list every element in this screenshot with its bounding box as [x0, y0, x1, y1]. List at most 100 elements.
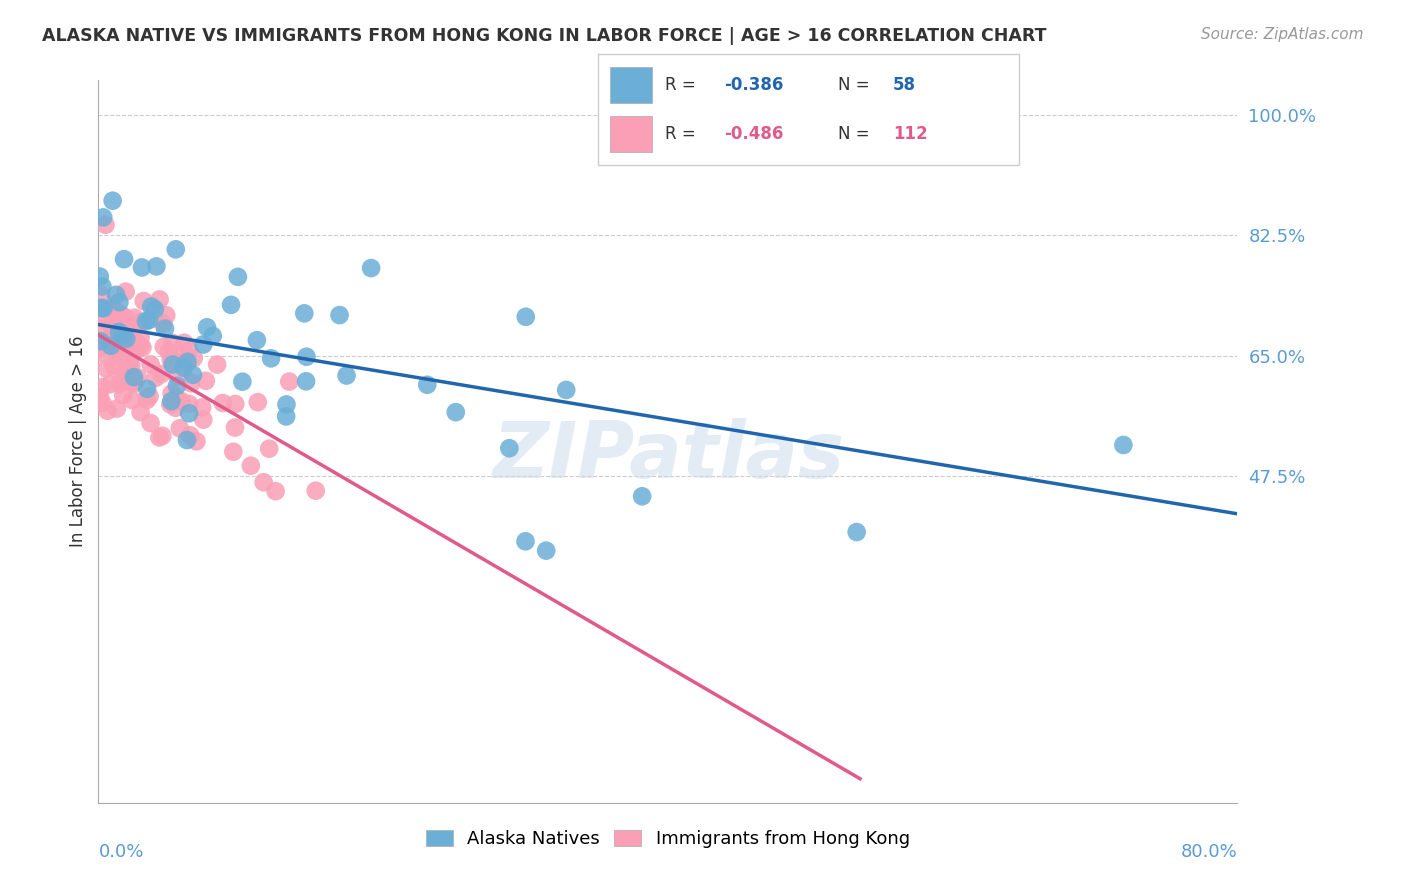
- Point: [195, 320, 218, 334]
- Point: [94, 218, 117, 232]
- Point: [132, 293, 155, 308]
- Point: [118, 318, 141, 333]
- Point: [152, 429, 174, 443]
- Point: [160, 386, 183, 401]
- Point: [91, 211, 114, 225]
- Point: [444, 405, 467, 419]
- Point: [169, 421, 191, 435]
- Point: [114, 330, 136, 344]
- Point: [97, 301, 120, 315]
- Point: [114, 285, 136, 299]
- Point: [120, 341, 142, 355]
- Point: [122, 370, 145, 384]
- Point: [112, 364, 135, 378]
- Text: 112: 112: [893, 125, 928, 143]
- Point: [93, 301, 115, 316]
- Point: [100, 318, 122, 333]
- Point: [127, 337, 149, 351]
- Point: [264, 484, 287, 499]
- Point: [205, 358, 228, 372]
- Text: R =: R =: [665, 125, 702, 143]
- Point: [131, 341, 153, 355]
- Bar: [610, 116, 652, 152]
- Point: [120, 359, 142, 373]
- Point: [131, 260, 153, 275]
- Point: [125, 337, 148, 351]
- Point: [141, 300, 163, 314]
- Point: [105, 329, 128, 343]
- Text: 58: 58: [893, 76, 915, 94]
- Point: [179, 343, 201, 358]
- Point: [145, 371, 167, 385]
- Point: [219, 298, 242, 312]
- Point: [166, 369, 188, 384]
- Bar: [610, 67, 652, 103]
- Point: [139, 416, 162, 430]
- Point: [101, 194, 124, 208]
- Point: [89, 391, 111, 405]
- Point: [159, 397, 181, 411]
- Legend: Alaska Natives, Immigrants from Hong Kong: Alaska Natives, Immigrants from Hong Kon…: [419, 822, 917, 855]
- Point: [278, 375, 301, 389]
- Point: [143, 302, 166, 317]
- Point: [138, 313, 160, 327]
- Point: [239, 458, 262, 473]
- Point: [96, 361, 118, 376]
- Point: [89, 269, 111, 284]
- Point: [98, 377, 121, 392]
- Point: [153, 340, 176, 354]
- Point: [108, 295, 131, 310]
- Point: [515, 534, 537, 549]
- Point: [118, 326, 141, 341]
- Point: [121, 393, 143, 408]
- Text: ZIPatlas: ZIPatlas: [492, 418, 844, 494]
- Point: [91, 380, 114, 394]
- Point: [534, 543, 557, 558]
- Point: [224, 420, 246, 434]
- Point: [112, 252, 135, 267]
- Point: [135, 392, 157, 407]
- Point: [100, 339, 122, 353]
- Point: [129, 339, 152, 353]
- Text: N =: N =: [838, 76, 875, 94]
- Point: [111, 309, 134, 323]
- Point: [89, 322, 111, 336]
- Point: [105, 401, 128, 416]
- Point: [122, 376, 145, 391]
- Point: [231, 375, 253, 389]
- Point: [107, 344, 129, 359]
- Text: 80.0%: 80.0%: [1181, 843, 1237, 861]
- Point: [135, 314, 157, 328]
- Point: [108, 325, 131, 339]
- Point: [246, 333, 269, 347]
- Point: [155, 308, 177, 322]
- Point: [1112, 438, 1135, 452]
- Point: [253, 475, 276, 490]
- Point: [89, 341, 111, 355]
- Point: [120, 375, 142, 389]
- Point: [122, 338, 145, 352]
- Point: [165, 401, 187, 415]
- Point: [845, 524, 868, 539]
- Point: [96, 403, 118, 417]
- Point: [191, 401, 214, 415]
- Point: [101, 300, 124, 314]
- Point: [139, 358, 162, 372]
- Point: [129, 330, 152, 344]
- Point: [114, 310, 136, 324]
- Y-axis label: In Labor Force | Age > 16: In Labor Force | Age > 16: [69, 335, 87, 548]
- Point: [295, 350, 318, 364]
- Point: [149, 293, 172, 307]
- Point: [105, 288, 128, 302]
- Text: 0.0%: 0.0%: [98, 843, 143, 861]
- Point: [335, 368, 357, 383]
- Point: [222, 444, 245, 458]
- Point: [152, 317, 174, 331]
- Text: -0.486: -0.486: [724, 125, 783, 143]
- Point: [246, 395, 269, 409]
- Point: [176, 433, 198, 447]
- Point: [173, 335, 195, 350]
- Point: [165, 390, 187, 404]
- Point: [180, 376, 202, 391]
- Point: [127, 370, 149, 384]
